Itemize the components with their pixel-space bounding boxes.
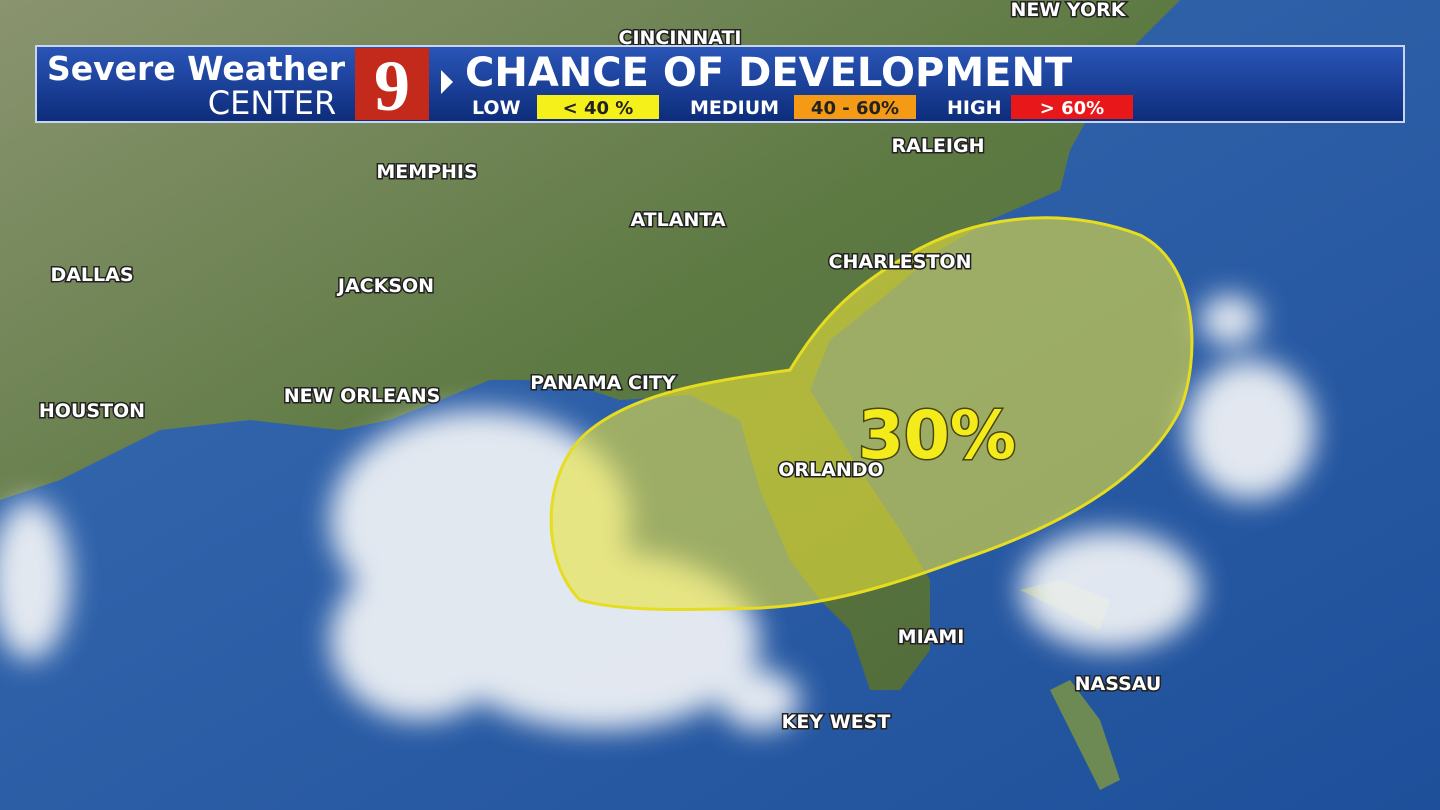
city-label: DALLAS	[50, 264, 133, 286]
city-label: PANAMA CITY	[530, 372, 676, 394]
brand: Severe Weather	[47, 49, 346, 88]
area-percent: 30%	[858, 397, 1016, 474]
city-label: MEMPHIS	[376, 161, 477, 183]
brand-sub: CENTER	[208, 84, 337, 122]
city-label: MIAMI	[898, 626, 965, 648]
cuba-bahamas	[1020, 580, 1120, 790]
city-label: NEW ORLEANS	[284, 385, 441, 407]
title: CHANCE OF DEVELOPMENT	[465, 50, 1073, 96]
clouds	[0, 295, 1315, 730]
city-label: RALEIGH	[892, 135, 985, 157]
legend-level: HIGH	[947, 97, 1001, 119]
city-label: NASSAU	[1075, 673, 1162, 695]
legend-range: > 60%	[1040, 98, 1104, 119]
legend-level: LOW	[472, 97, 521, 119]
development-area	[549, 216, 1194, 612]
header-bar: Severe Weather CENTER 9 CHANCE OF DEVELO…	[35, 45, 1405, 126]
legend-range: < 40 %	[563, 98, 634, 119]
city-label: NEW YORK	[1010, 0, 1126, 21]
legend-range: 40 - 60%	[811, 98, 899, 119]
city-label: CHARLESTON	[829, 251, 972, 273]
channel-logo: 9	[374, 46, 410, 126]
city-label: HOUSTON	[39, 400, 145, 422]
city-label: KEY WEST	[782, 711, 891, 733]
city-label: ATLANTA	[630, 209, 725, 231]
city-label: ORLANDO	[778, 459, 883, 481]
legend-level: MEDIUM	[690, 97, 779, 119]
city-label: JACKSON	[336, 275, 434, 297]
